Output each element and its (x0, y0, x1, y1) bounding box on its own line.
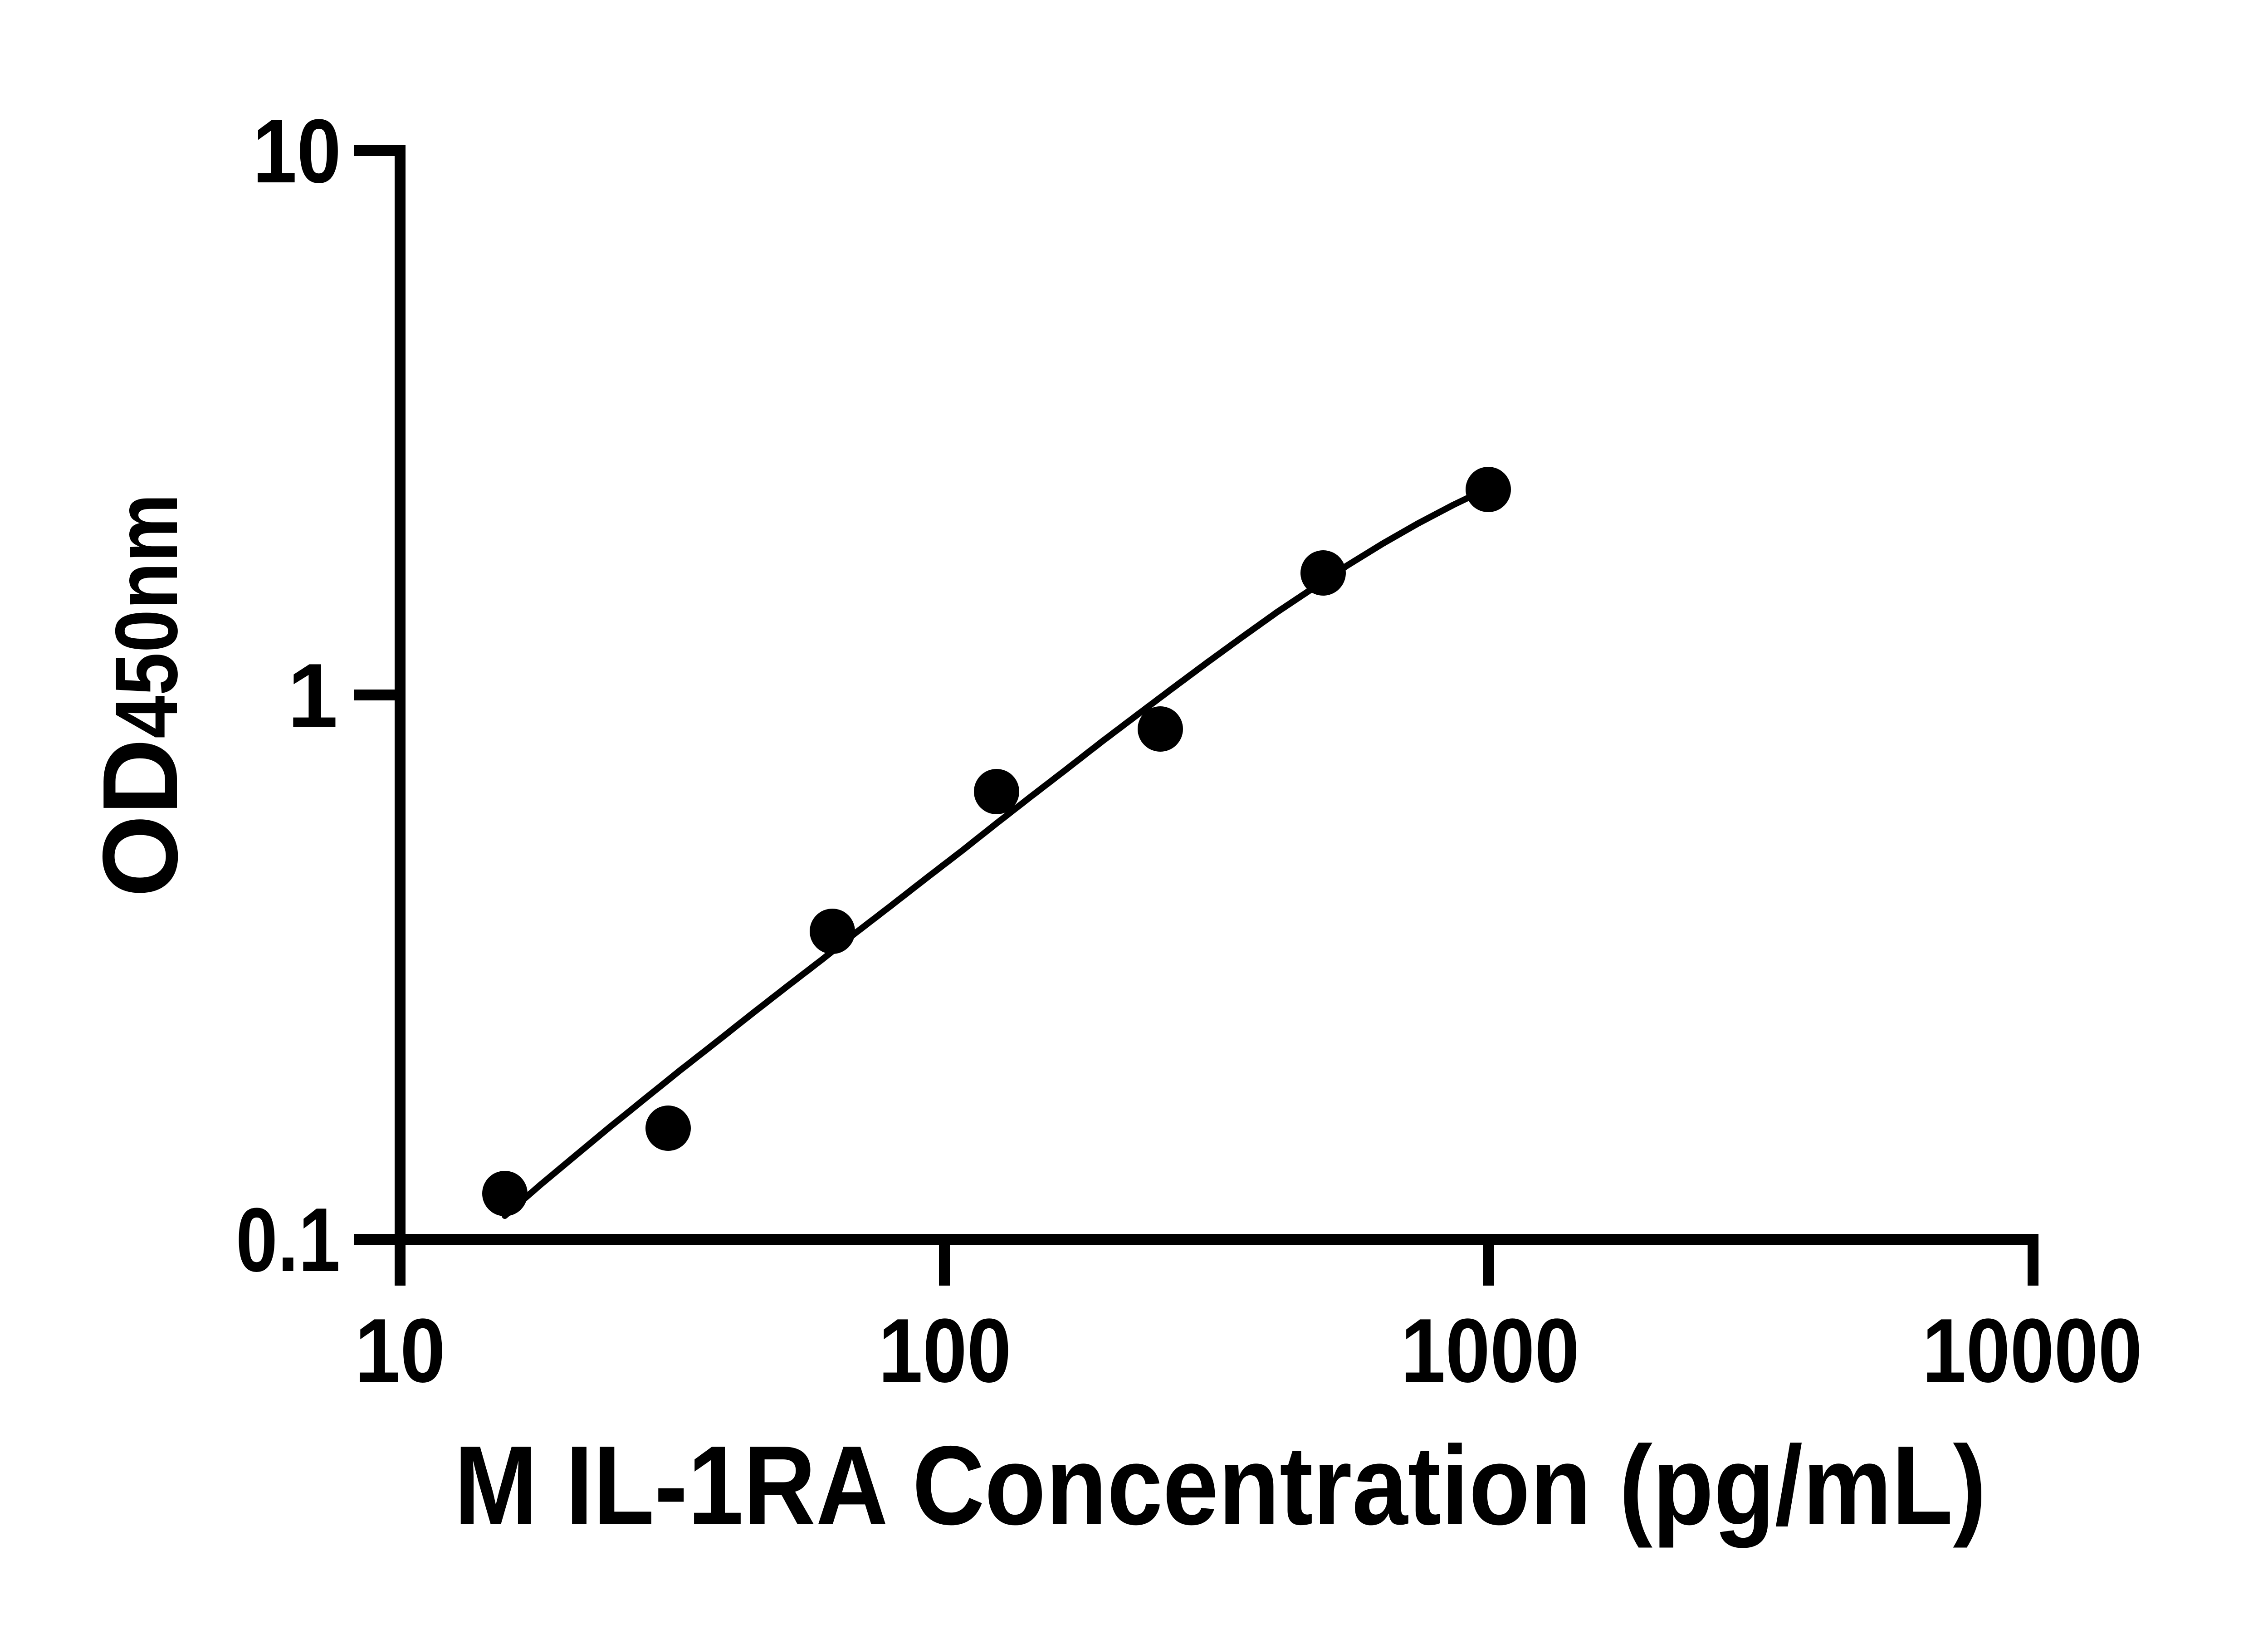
svg-text:OD: OD (80, 739, 200, 897)
svg-text:450nm: 450nm (97, 494, 196, 739)
svg-text:1: 1 (288, 645, 338, 746)
svg-text:1000: 1000 (1401, 1300, 1579, 1401)
svg-text:10: 10 (253, 101, 341, 202)
svg-text:100: 100 (879, 1300, 1012, 1401)
svg-text:10000: 10000 (1922, 1300, 2142, 1401)
svg-text:M IL-1RA Concentration (pg/mL): M IL-1RA Concentration (pg/mL) (454, 1422, 1986, 1548)
svg-text:10: 10 (355, 1300, 445, 1401)
svg-text:0.1: 0.1 (236, 1189, 340, 1291)
